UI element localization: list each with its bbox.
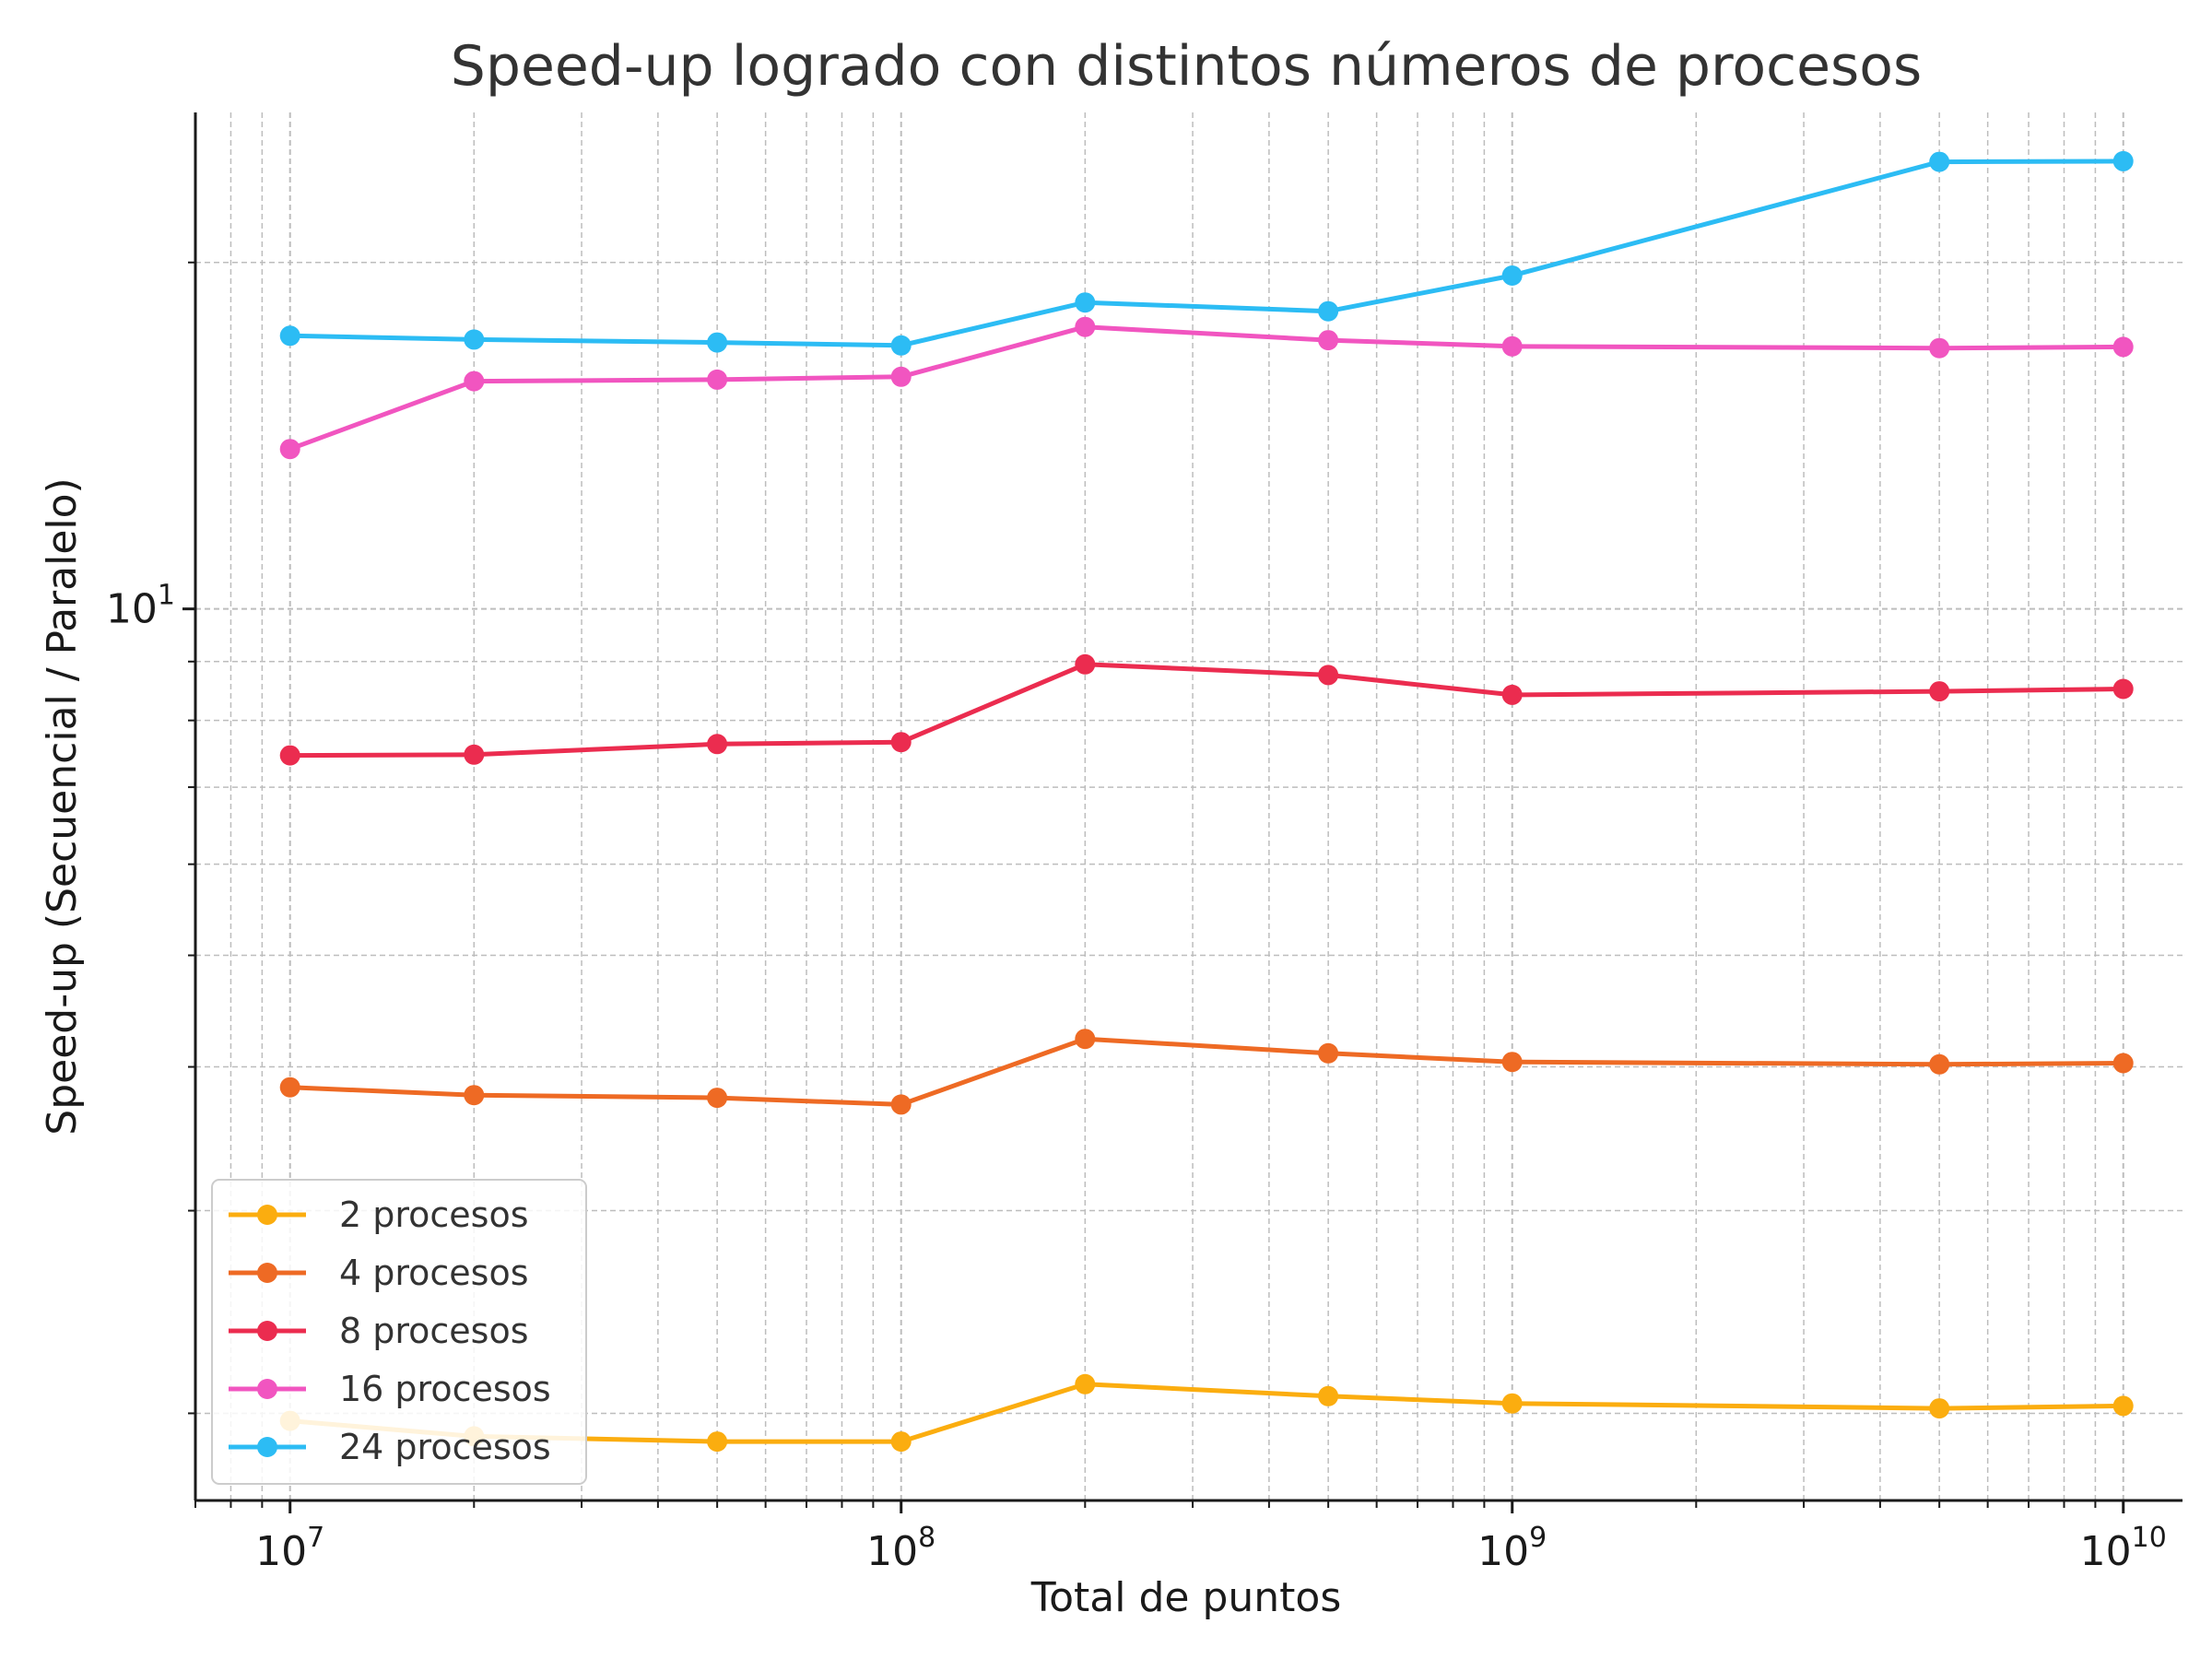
data-point [890, 732, 912, 753]
data-point [1075, 316, 1096, 337]
legend: 2 procesos 4 procesos 8 procesos 16 proceso… [211, 1179, 587, 1485]
data-point [279, 1077, 300, 1098]
axes-layer [194, 112, 2183, 1502]
data-point [1929, 151, 1950, 172]
legend-marker [257, 1205, 277, 1225]
data-point [279, 745, 300, 766]
data-point [1929, 681, 1950, 702]
data-point [464, 329, 485, 350]
data-point [279, 439, 300, 460]
legend-label: 8 procesos [339, 1311, 529, 1351]
data-point [2112, 150, 2134, 171]
legend-entry-5: 24 procesos [229, 1427, 551, 1467]
x-tick-label: 1010 [2080, 1522, 2167, 1575]
data-point [890, 366, 912, 387]
data-point [707, 332, 728, 353]
data-point [1318, 300, 1339, 322]
data-point [1501, 1052, 1523, 1073]
data-point [279, 325, 300, 347]
legend-marker [257, 1379, 277, 1399]
legend-items: 2 procesos 4 procesos 8 procesos 16 proceso… [229, 1194, 551, 1467]
data-point [2112, 678, 2134, 700]
data-point [1075, 653, 1096, 675]
data-point [890, 1431, 912, 1453]
x-tick-label: 108 [866, 1522, 935, 1575]
series-4 [279, 316, 2134, 460]
data-point [1318, 1385, 1339, 1406]
data-point [1501, 265, 1523, 286]
series-2 [279, 1029, 2134, 1115]
series-layer [279, 150, 2134, 1453]
data-point [1318, 1042, 1339, 1064]
data-point [1929, 1053, 1950, 1075]
legend-entry-1: 2 procesos [229, 1194, 529, 1235]
data-point [890, 1094, 912, 1115]
legend-marker [257, 1321, 277, 1341]
data-point [2112, 1395, 2134, 1417]
data-point [707, 369, 728, 390]
data-point [1318, 665, 1339, 686]
legend-entry-4: 16 procesos [229, 1369, 551, 1409]
y-axis-label: Speed-up (Secuencial / Paralelo) [39, 477, 86, 1135]
legend-entry-2: 4 procesos [229, 1253, 529, 1293]
data-point [1929, 337, 1950, 359]
legend-box [211, 1179, 587, 1485]
data-point [1501, 335, 1523, 357]
data-point [890, 335, 912, 356]
data-point [1075, 1029, 1096, 1050]
legend-marker [257, 1263, 277, 1283]
legend-label: 4 procesos [339, 1253, 529, 1293]
data-point [1318, 330, 1339, 351]
series-5 [279, 150, 2134, 356]
data-point [2112, 1053, 2134, 1074]
data-point [1501, 1393, 1523, 1414]
legend-label: 2 procesos [339, 1194, 529, 1235]
x-tick-label: 107 [255, 1522, 324, 1575]
data-point [707, 734, 728, 755]
chart-title: Speed-up logrado con distintos números d… [451, 34, 1922, 99]
legend-marker [257, 1437, 277, 1457]
data-point [1075, 1373, 1096, 1394]
data-point [707, 1431, 728, 1453]
data-point [464, 744, 485, 765]
data-point [2112, 336, 2134, 358]
tick-layer: 107 108 109 1010 101 [106, 261, 2167, 1575]
data-point [707, 1088, 728, 1109]
data-point [464, 371, 485, 392]
legend-label: 16 procesos [339, 1369, 551, 1409]
data-point [1075, 292, 1096, 313]
series-3 [279, 653, 2134, 766]
y-tick-label: 101 [106, 580, 175, 633]
legend-label: 24 procesos [339, 1427, 551, 1467]
x-axis-label: Total de puntos [1030, 1574, 1342, 1621]
data-point [1929, 1398, 1950, 1419]
data-point [464, 1085, 485, 1106]
legend-entry-3: 8 procesos [229, 1311, 529, 1351]
x-tick-label: 109 [1477, 1522, 1547, 1575]
data-point [1501, 684, 1523, 705]
